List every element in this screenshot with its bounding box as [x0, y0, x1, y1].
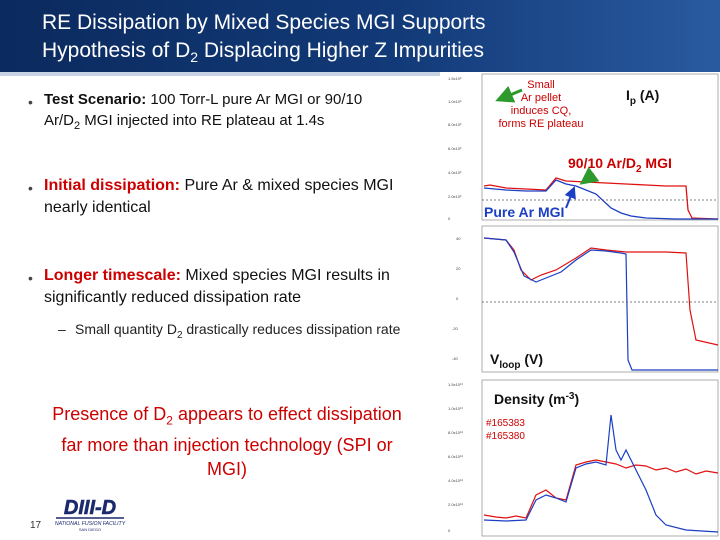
bullet-2-head: Initial dissipation:: [44, 177, 181, 194]
axis-ticks: 1.5x10⁶ 1.0x10⁶ 8.0x10⁵ 6.0x10⁵ 4.0x10⁵ 2.0x…: [448, 76, 463, 533]
bullet-marker-3: •: [28, 270, 33, 286]
vloop-label: Vloop (V): [490, 351, 543, 371]
svg-text:forms RE plateau: forms RE plateau: [499, 118, 584, 130]
page-number: 17: [30, 520, 42, 531]
bullet-test-scenario: Test Scenario: 100 Torr-L pure Ar MGI or…: [44, 89, 439, 137]
svg-text:1.5x10¹⁹: 1.5x10¹⁹: [448, 382, 463, 387]
svg-text:8.0x10⁵: 8.0x10⁵: [448, 122, 462, 127]
title-line-1: RE Dissipation by Mixed Species MGI Supp…: [42, 11, 486, 34]
title-underline: [0, 72, 440, 76]
pure-ar-label: Pure Ar MGI: [484, 204, 564, 220]
bullet-marker-1: •: [28, 94, 33, 110]
svg-text:8.0x10¹⁸: 8.0x10¹⁸: [448, 430, 463, 435]
shot-165380: #165380: [486, 431, 525, 442]
svg-text:4.0x10⁵: 4.0x10⁵: [448, 170, 462, 175]
svg-text:0: 0: [456, 296, 459, 301]
mixed-mgi-label: 90/10 Ar/D2 MGI: [568, 155, 672, 175]
sub-bullet-dash: –: [58, 321, 66, 337]
svg-text:-40: -40: [452, 356, 459, 361]
svg-text:0: 0: [448, 528, 451, 533]
slide-title: RE Dissipation by Mixed Species MGI Supp…: [42, 9, 662, 71]
density-plot-frame: [481, 379, 719, 537]
ip-blue-trace: [483, 179, 718, 220]
bullet-marker-2: •: [28, 180, 33, 196]
mixed-mgi-arrow: [579, 166, 600, 185]
bullet-3-head: Longer timescale:: [44, 267, 181, 284]
sub-bullet-sub: 2: [176, 329, 183, 341]
vloop-red-trace: [483, 237, 719, 346]
title-line-2: Hypothesis of D2 Displacing Higher Z Imp…: [42, 37, 662, 71]
svg-text:0: 0: [448, 216, 451, 221]
sub-bullet-text: Small quantity D2 drastically reduces di…: [75, 320, 425, 345]
svg-text:2.0x10⁵: 2.0x10⁵: [448, 194, 462, 199]
density-red-trace: [483, 459, 719, 519]
bullet-1-line1: 100 Torr-L pure Ar MGI or 90/10: [146, 91, 363, 108]
pellet-arrow: [495, 85, 523, 103]
svg-text:1.0x10⁶: 1.0x10⁶: [448, 99, 462, 104]
bullet-3-body: Mixed species MGI results in significant…: [44, 267, 390, 306]
bullet-longer-timescale: Longer timescale: Mixed species MGI resu…: [44, 265, 439, 309]
svg-text:induces CQ,: induces CQ,: [511, 105, 572, 117]
ip-plot-frame: [481, 73, 719, 221]
svg-text:40: 40: [456, 236, 461, 241]
svg-text:Ar pellet: Ar pellet: [521, 92, 561, 104]
svg-text:20: 20: [456, 266, 461, 271]
bullet-1-line2-a: Ar/D: [44, 112, 74, 129]
presence-b: appears to effect dissipation far more t…: [61, 404, 402, 479]
plots-panel: 1.5x10⁶ 1.0x10⁶ 8.0x10⁵ 6.0x10⁵ 4.0x10⁵ 2.0x…: [448, 73, 719, 537]
presence-statement: Presence of D2 appears to effect dissipa…: [52, 402, 402, 481]
diii-d-logo: DIII-D NATIONAL FUSION FACILITY SAN DIEG…: [55, 497, 126, 532]
ip-label: Ip (A): [626, 87, 659, 107]
logo-place: SAN DIEGO: [79, 527, 101, 532]
logo-tag: NATIONAL FUSION FACILITY: [55, 521, 126, 527]
svg-text:2.0x10¹⁸: 2.0x10¹⁸: [448, 502, 463, 507]
density-label: Density (m-3): [494, 391, 579, 407]
small-pellet-note: Small Ar pellet induces CQ, forms RE pla…: [499, 79, 584, 130]
shot-165383: #165383: [486, 418, 525, 429]
vloop-blue-trace: [483, 237, 718, 371]
presence-a: Presence of D: [52, 404, 167, 424]
svg-text:6.0x10¹⁸: 6.0x10¹⁸: [448, 454, 463, 459]
vloop-plot-frame: [481, 225, 719, 373]
bullet-1-head: Test Scenario:: [44, 91, 147, 108]
svg-text:1.0x10¹⁹: 1.0x10¹⁹: [448, 406, 463, 411]
svg-text:1.5x10⁶: 1.5x10⁶: [448, 76, 462, 81]
svg-text:Small: Small: [527, 79, 555, 91]
density-blue-trace: [483, 414, 719, 533]
ip-red-trace: [483, 177, 719, 220]
svg-text:4.0x10¹⁸: 4.0x10¹⁸: [448, 478, 463, 483]
svg-text:6.0x10⁵: 6.0x10⁵: [448, 146, 462, 151]
sub-bullet-b: drastically reduces dissipation rate: [182, 321, 401, 337]
svg-text:-20: -20: [452, 326, 459, 331]
bullet-1-line2-sub: 2: [74, 120, 81, 132]
bullet-2-body: Pure Ar & mixed species MGI nearly ident…: [44, 177, 394, 216]
title-banner: [0, 0, 720, 72]
bullet-1-line2-b: MGI injected into RE plateau at 1.4s: [80, 112, 325, 129]
title-line-2-sub: 2: [190, 49, 199, 66]
logo-main: DIII-D: [64, 497, 116, 519]
title-line-2-a: Hypothesis of D: [42, 39, 191, 62]
bullet-initial-dissipation: Initial dissipation: Pure Ar & mixed spe…: [44, 175, 439, 219]
sub-bullet-a: Small quantity D: [75, 321, 177, 337]
title-line-2-b: Displacing Higher Z Impurities: [198, 39, 484, 62]
presence-sub: 2: [166, 413, 173, 428]
pure-ar-arrow: [564, 186, 576, 209]
